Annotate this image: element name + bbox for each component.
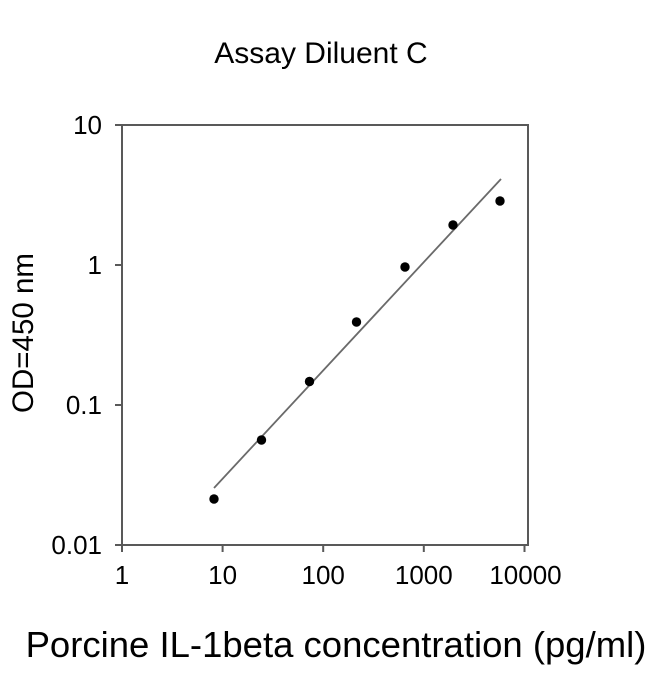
svg-text:10: 10 (208, 560, 237, 590)
svg-text:0.01: 0.01 (51, 530, 102, 560)
svg-text:1: 1 (115, 560, 129, 590)
svg-text:Porcine IL-1beta concentration: Porcine IL-1beta concentration (pg/ml) (26, 624, 647, 665)
svg-text:1000: 1000 (395, 560, 453, 590)
svg-text:1: 1 (88, 250, 102, 280)
svg-text:OD=450 nm: OD=450 nm (7, 253, 40, 413)
svg-text:0.1: 0.1 (66, 390, 102, 420)
svg-text:Assay Diluent C: Assay Diluent C (214, 37, 427, 70)
svg-text:10: 10 (73, 110, 102, 140)
svg-text:100: 100 (302, 560, 345, 590)
svg-text:10000: 10000 (489, 560, 561, 590)
